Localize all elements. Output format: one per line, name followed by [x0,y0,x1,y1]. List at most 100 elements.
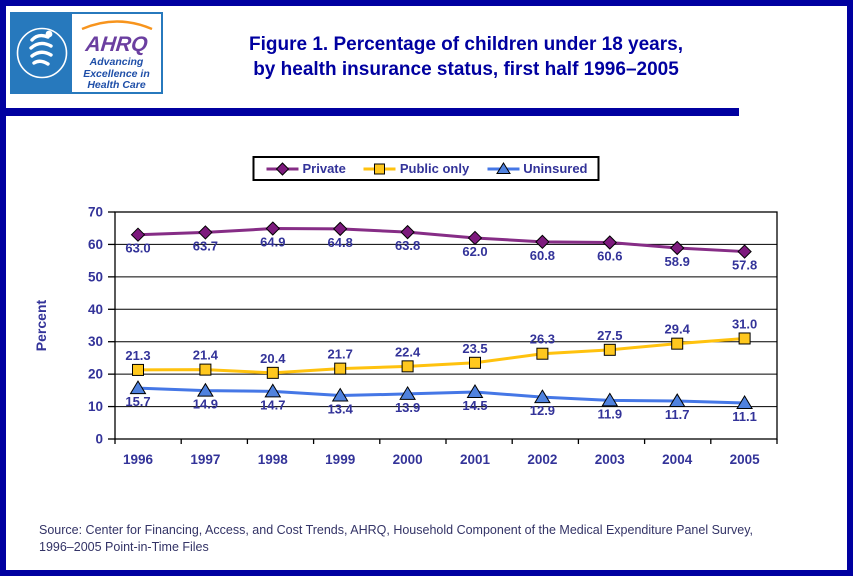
data-label: 23.5 [462,341,487,356]
y-tick-label: 10 [88,399,103,414]
triangle-marker-icon [487,161,520,174]
y-tick-label: 0 [95,432,103,447]
square-marker [671,337,684,350]
data-label: 63.8 [395,238,420,253]
series-line-uninsured [137,386,745,405]
data-label: 31.0 [732,316,757,331]
legend-diamond-icon [275,161,290,176]
data-label: 21.7 [328,347,353,362]
figure-title-line2: by health insurance status, first half 1… [253,59,679,80]
triangle-marker [736,395,753,410]
chart-plot-area: 0 10 20 30 40 50 60 70 1996 1997 1998 1999 2000 2001 2… [33,205,778,467]
chart-legend: Private Public only Uninsured [252,156,600,181]
data-label: 63.0 [125,241,150,256]
y-axis-title: Percent [33,299,49,351]
diamond-marker [535,234,550,250]
square-marker-icon [363,163,396,174]
square-marker [199,363,212,376]
x-tick-label: 2005 [730,452,761,467]
triangle-marker [534,389,551,404]
legend-label-private: Private [302,161,346,176]
diamond-marker [669,240,685,256]
triangle-marker [668,393,686,408]
square-marker [738,332,751,345]
data-label: 63.7 [193,238,218,253]
figure-title: Figure 1. Percentage of children under 1… [176,32,756,82]
diamond-marker [198,225,213,240]
x-tick-label: 2002 [527,452,557,467]
data-label: 13.4 [328,402,354,417]
square-marker [401,360,414,373]
data-label: 62.0 [462,244,487,259]
triangle-marker [129,380,147,395]
diamond-marker [737,244,752,259]
data-label: 22.4 [395,344,421,359]
y-tick-label: 20 [88,367,103,382]
ahrq-tagline-line: Advancing [89,56,144,68]
data-label: 60.6 [597,248,622,263]
ahrq-tagline-line: Health Care [87,79,146,91]
legend-item-public-only: Public only [362,161,469,176]
series-line-public-only [137,336,745,375]
y-tick-label: 50 [88,269,103,284]
legend-label-uninsured: Uninsured [523,161,588,176]
ahrq-tagline-line: Excellence in [83,67,150,80]
figure-title-line1: Figure 1. Percentage of children under 1… [249,34,683,55]
square-marker [469,356,481,369]
series-line-private [137,227,745,254]
legend-triangle-icon [495,161,511,174]
x-tick-label: 1999 [325,452,355,467]
diamond-marker [400,224,415,240]
ahrq-tagline: Advancing Excellence in Health Care [72,56,161,92]
triangle-marker [601,392,619,407]
diamond-marker [265,221,281,236]
source-note: Source: Center for Financing, Access, an… [39,522,819,555]
legend-square-icon [374,163,386,174]
triangle-marker [197,382,214,397]
diamond-marker [332,221,348,237]
square-marker [132,363,144,376]
ahrq-hhs-logo: AHRQ Advancing Excellence in Health Care [10,12,163,94]
y-tick-label: 70 [88,205,103,220]
x-tick-label: 1996 [123,452,154,467]
data-label: 14.7 [260,397,285,412]
hhs-eagle-icon [16,27,68,79]
x-tick-label: 2000 [393,452,423,467]
square-marker [536,347,549,360]
data-label: 64.8 [328,235,353,250]
data-label: 21.4 [193,348,219,363]
diamond-marker [467,230,483,246]
triangle-marker [264,383,282,398]
x-tick-label: 1998 [258,452,289,467]
x-tick-label: 2001 [460,452,491,467]
data-label: 27.5 [597,328,622,343]
data-label: 57.8 [732,258,757,273]
data-label: 15.7 [125,394,150,409]
square-marker [334,362,347,375]
legend-item-private: Private [264,161,346,176]
data-label: 21.3 [125,348,150,363]
x-tick-label: 1997 [190,452,220,467]
triangle-marker [399,385,416,400]
data-label: 14.5 [462,398,487,413]
ahrq-arc-icon [81,20,152,31]
legend-label-public-only: Public only [399,161,470,176]
y-tick-label: 60 [88,237,103,252]
diamond-marker-icon [266,161,299,176]
source-line2: 1996–2005 Point-in-Time Files [39,539,209,554]
data-label: 12.9 [530,403,555,418]
data-label: 58.9 [665,254,690,269]
data-label: 60.8 [530,248,555,263]
data-label: 64.9 [260,235,285,250]
square-marker [603,343,616,356]
ahrq-logo: AHRQ Advancing Excellence in Health Care [72,14,161,92]
diamond-marker [602,235,618,250]
square-marker [266,366,279,379]
data-label: 20.4 [260,351,286,366]
data-label: 11.1 [732,409,757,424]
legend-item-uninsured: Uninsured [485,161,588,176]
data-label: 26.3 [530,332,555,347]
x-tick-label: 2004 [662,452,693,467]
data-label: 29.4 [665,322,691,337]
